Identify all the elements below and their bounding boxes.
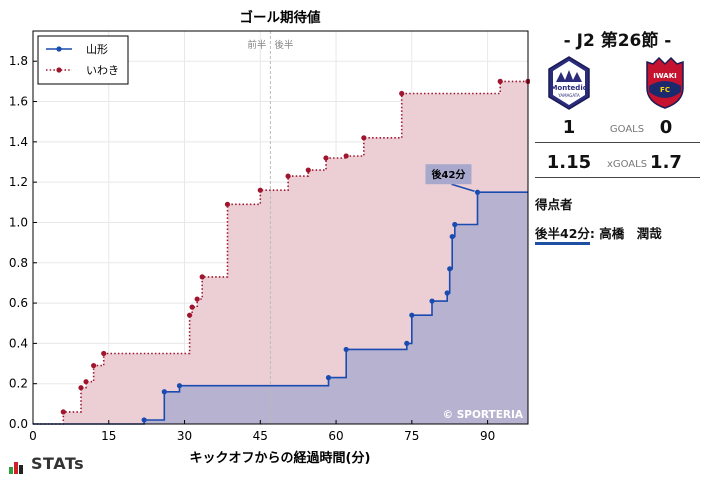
away-xg: 1.7 <box>650 152 682 173</box>
iwaki-shot-point <box>257 187 263 193</box>
iwaki-shot-point <box>305 167 311 173</box>
x-tick-label: 75 <box>404 429 419 443</box>
xgoals-row: 1.15 xGOALS 1.7 <box>535 151 700 178</box>
x-axis-label: キックオフからの経過時間(分) <box>190 450 371 466</box>
y-tick-label: 0.8 <box>9 256 28 270</box>
iwaki-shot-point <box>497 78 503 84</box>
iwaki-logo: IWAKI FC <box>643 56 687 114</box>
montedio-logo: Montedio YAMAGATA <box>547 56 591 114</box>
yamagata-shot-point <box>161 389 167 395</box>
iwaki-shot-point <box>91 362 97 369</box>
y-tick-label: 1.4 <box>9 135 28 149</box>
y-tick-label: 0.0 <box>9 417 28 431</box>
x-tick-label: 90 <box>480 429 495 443</box>
y-tick-label: 1.0 <box>9 215 28 229</box>
iwaki-shot-point <box>343 153 349 159</box>
x-tick-label: 30 <box>177 429 192 443</box>
area-yamagata <box>33 192 528 424</box>
match-title: - J2 第26節 - <box>563 31 672 51</box>
goals-label: GOALS <box>609 124 645 135</box>
yamagata-shot-point <box>343 346 349 353</box>
yamagata-shot-point <box>447 266 453 272</box>
away-logo-text: IWAKI <box>653 72 676 80</box>
scorer-name: : 高橋 潤哉 <box>589 226 662 241</box>
annotation-arrow <box>451 183 475 192</box>
iwaki-shot-point <box>199 274 205 280</box>
goals-row: 1 GOALS 0 <box>535 116 700 143</box>
yamagata-shot-point <box>474 189 481 195</box>
yamagata-shot-point <box>325 375 332 381</box>
legend-label-iwaki: いわき <box>86 64 119 77</box>
iwaki-shot-point <box>285 173 291 179</box>
home-logo-text: Montedio <box>550 84 587 92</box>
brand-bar-icon <box>14 462 18 474</box>
yamagata-shot-point <box>176 383 183 389</box>
team-logos: Montedio YAMAGATA IWAKI FC <box>535 54 700 116</box>
yamagata-shot-point <box>429 298 435 304</box>
annotation-label: 後42分 <box>432 168 466 181</box>
y-tick-label: 1.8 <box>9 54 28 68</box>
legend-label-yamagata: 山形 <box>86 43 108 56</box>
y-tick-label: 1.2 <box>9 175 28 189</box>
brand-name: STATs <box>31 454 85 473</box>
plot-area: 前半 後半 0 15 30 45 60 75 90 0.0 0.2 0.4 0.6 0.8 1.0 1.2 1.… <box>9 30 530 443</box>
watermark: © SPORTERIA <box>443 409 524 421</box>
brand-bar-icon <box>9 467 13 474</box>
scorer-time: 後半42分 <box>535 226 590 245</box>
iwaki-shot-point <box>60 409 66 415</box>
yamagata-shot-point <box>141 417 147 423</box>
iwaki-shot-point <box>189 304 195 310</box>
iwaki-shot-point <box>361 135 367 141</box>
iwaki-shot-point <box>194 296 200 302</box>
y-tick-label: 0.2 <box>9 377 28 391</box>
x-tick-label: 60 <box>328 429 343 443</box>
chart-title: ゴール期待値 <box>240 9 321 26</box>
legend-box <box>37 35 129 85</box>
away-logo-sub: FC <box>660 86 670 94</box>
y-tick-label: 0.6 <box>9 296 28 310</box>
yamagata-shot-point <box>452 221 458 228</box>
away-goals: 0 <box>659 117 673 138</box>
legend-marker-yamagata <box>56 46 62 52</box>
y-tick-label: 1.6 <box>9 95 28 109</box>
iwaki-shot-point <box>186 312 193 318</box>
y-tick-label: 0.4 <box>9 336 28 350</box>
scorers-title: 得点者 <box>535 197 573 212</box>
yamagata-shot-point <box>409 312 415 318</box>
brand-bar-icon <box>19 465 23 474</box>
x-tick-label: 45 <box>253 429 268 443</box>
x-tick-label: 15 <box>101 429 116 443</box>
area-iwaki <box>33 81 528 425</box>
match-panel: - J2 第26節 - Montedio YAMAGATA IWAKI FC 1… <box>535 28 700 245</box>
scorer-entry: 後半42分: 高橋 潤哉 <box>535 223 700 245</box>
iwaki-shot-point <box>78 385 84 391</box>
home-xg: 1.15 <box>546 152 592 173</box>
iwaki-shot-point <box>101 350 107 357</box>
iwaki-shot-point <box>323 155 329 161</box>
annotation-box <box>425 164 472 185</box>
yamagata-shot-point <box>404 340 410 346</box>
legend-marker-iwaki <box>56 67 62 73</box>
plot-frame <box>32 30 529 425</box>
home-goals: 1 <box>562 117 576 138</box>
xg-chart: ゴール期待値 前半 後半 0 15 30 45 60 75 90 0.0 0.2 0.4 0.6 0.8 1… <box>9 9 530 466</box>
second-half-label: 後半 <box>274 39 293 51</box>
xg-label: xGOALS <box>606 159 648 170</box>
home-logo-sub: YAMAGATA <box>557 93 580 98</box>
iwaki-shot-point <box>224 201 231 207</box>
yamagata-shot-point <box>444 290 450 296</box>
iwaki-shot-point <box>399 90 405 97</box>
x-tick-label: 0 <box>29 429 37 443</box>
yamagata-shot-point <box>449 233 455 240</box>
iwaki-shot-point <box>83 379 89 385</box>
first-half-label: 前半 <box>247 39 266 51</box>
